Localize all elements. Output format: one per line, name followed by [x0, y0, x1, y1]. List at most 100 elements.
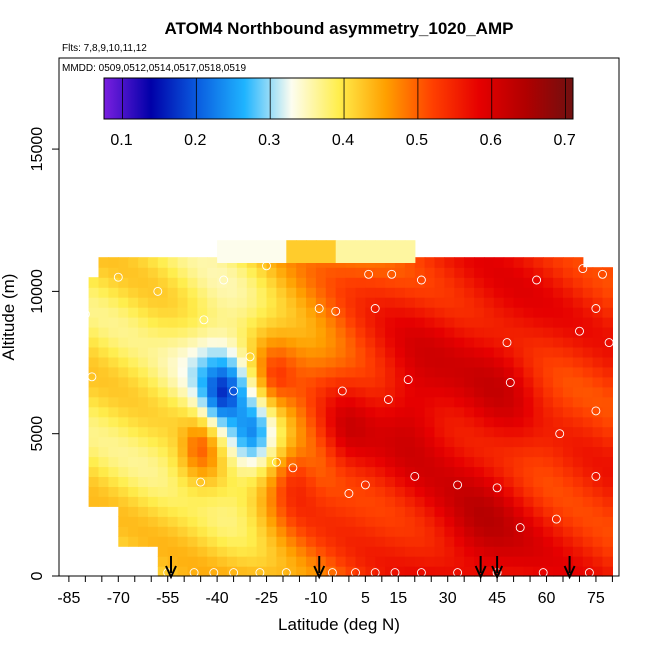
heatmap-cell: [118, 466, 129, 477]
heatmap-cell: [582, 386, 594, 398]
heatmap-cell: [187, 257, 198, 268]
observation-point: [189, 568, 199, 578]
heatmap-cell: [325, 436, 337, 448]
heatmap-cell: [227, 277, 238, 288]
heatmap-cell: [404, 506, 416, 517]
heatmap-cell: [404, 396, 416, 408]
heatmap-cell: [582, 536, 594, 547]
heatmap-cell: [493, 396, 505, 408]
heatmap-cell: [523, 317, 534, 328]
heatmap-cell: [246, 566, 258, 577]
heatmap-cell: [325, 546, 337, 557]
heatmap-cell: [474, 476, 485, 487]
heatmap-cell: [602, 506, 613, 517]
heatmap-cell: [513, 506, 525, 517]
heatmap-cell: [365, 346, 376, 358]
heatmap-cell: [434, 426, 445, 438]
heatmap-cell: [217, 476, 228, 487]
heatmap-cell: [276, 267, 287, 278]
heatmap-cell: [582, 396, 594, 408]
heatmap-cell: [513, 436, 525, 448]
heatmap-cell: [474, 366, 485, 378]
heatmap-cell: [167, 297, 179, 308]
heatmap-cell: [385, 546, 396, 557]
heatmap-cell: [108, 297, 119, 308]
heatmap-cell: [553, 366, 564, 378]
heatmap-cell: [276, 476, 287, 487]
heatmap-cell: [385, 327, 396, 338]
heatmap-cell: [236, 317, 248, 328]
heatmap-cell: [246, 436, 258, 448]
heatmap-cell: [424, 356, 436, 368]
heatmap-cell: [553, 386, 564, 398]
heatmap-cell: [325, 446, 337, 458]
heatmap-cell: [503, 346, 515, 358]
heatmap-cell: [533, 327, 544, 338]
heatmap-cell: [276, 297, 287, 308]
y-tick-label: 15000: [29, 127, 46, 172]
heatmap-cell: [602, 307, 613, 318]
heatmap-cell: [128, 297, 139, 308]
heatmap-cell: [385, 526, 396, 537]
heatmap-cell: [592, 356, 604, 368]
heatmap-cell: [523, 556, 534, 567]
heatmap-cell: [464, 536, 475, 547]
heatmap-cell: [147, 516, 159, 527]
heatmap-cell: [434, 526, 445, 537]
heatmap-cell: [128, 376, 139, 388]
heatmap-cell: [572, 506, 584, 517]
heatmap-cell: [217, 436, 228, 448]
colorbar-tick-label: 0.2: [184, 132, 206, 149]
heatmap-cell: [207, 327, 218, 338]
heatmap-cell: [572, 546, 584, 557]
heatmap-cell: [128, 406, 139, 418]
heatmap-cell: [395, 476, 406, 487]
heatmap-cell: [385, 336, 396, 348]
heatmap-cell: [464, 336, 475, 348]
heatmap-cell: [187, 426, 198, 438]
heatmap-cell: [197, 506, 208, 517]
heatmap-cell: [493, 336, 505, 348]
heatmap-cell: [246, 366, 258, 378]
heatmap-cell: [207, 336, 218, 348]
heatmap-cell: [602, 317, 613, 328]
colorbar-tick-label: 0.1: [110, 132, 132, 149]
heatmap-cell: [365, 536, 376, 547]
heatmap-cell: [315, 486, 327, 497]
observation-point: [370, 568, 380, 578]
heatmap-cell: [118, 376, 129, 388]
heatmap-cell: [434, 366, 445, 378]
heatmap-cell: [543, 317, 554, 328]
heatmap-cell: [365, 297, 376, 308]
heatmap-cell: [138, 356, 149, 368]
heatmap-cell: [128, 476, 139, 487]
heatmap-cell: [306, 506, 317, 517]
heatmap-cell: [533, 366, 544, 378]
heatmap-cell: [227, 546, 238, 557]
heatmap-cell: [138, 267, 149, 278]
heatmap-cell: [276, 307, 287, 318]
heatmap-cell: [543, 486, 554, 497]
heatmap-cell: [355, 416, 366, 428]
heatmap-cell: [563, 277, 574, 288]
heatmap-cell: [572, 426, 584, 438]
heatmap-cell: [454, 546, 465, 557]
heatmap-cell: [592, 386, 604, 398]
heatmap-cell: [355, 566, 366, 577]
heatmap-cell: [592, 556, 604, 567]
heatmap-cell: [493, 556, 505, 567]
heatmap-cell: [138, 386, 149, 398]
heatmap-cell: [365, 476, 376, 487]
heatmap-cell: [286, 366, 297, 378]
heatmap-cell: [414, 426, 426, 438]
x-tick-label: 75: [587, 590, 605, 607]
y-tick-label: 0: [29, 571, 46, 580]
heatmap-cell: [147, 406, 159, 418]
heatmap-cell: [464, 356, 475, 368]
heatmap-cell: [197, 536, 208, 547]
heatmap-cell: [335, 336, 347, 348]
heatmap-cell: [454, 406, 465, 418]
heatmap-cell: [207, 426, 218, 438]
heatmap-cell: [563, 346, 574, 358]
heatmap-cell: [404, 240, 416, 263]
